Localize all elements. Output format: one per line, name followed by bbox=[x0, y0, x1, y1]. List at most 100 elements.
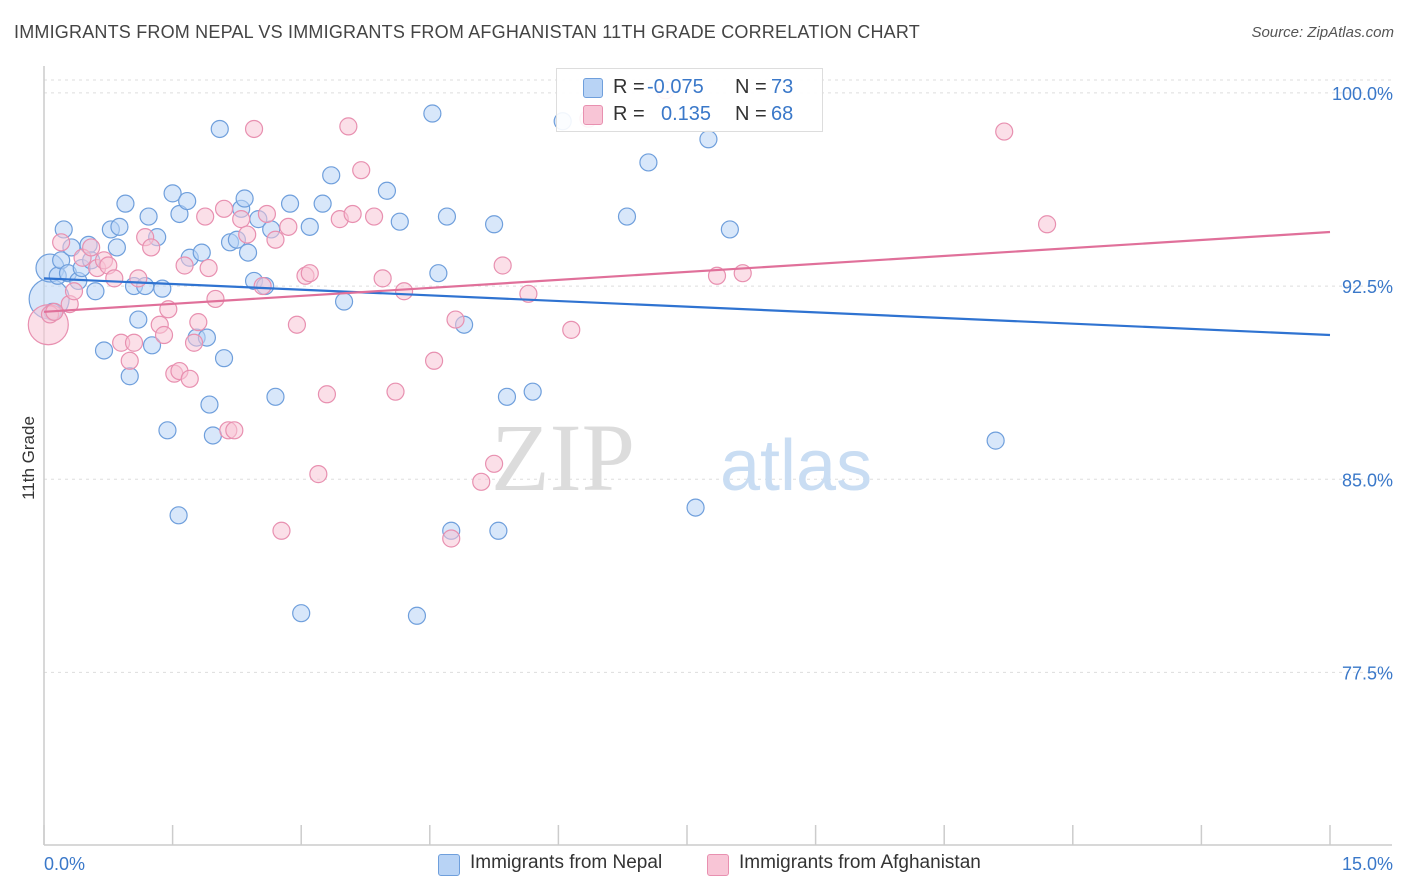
axes bbox=[43, 66, 1392, 846]
point-afghanistan bbox=[238, 225, 257, 244]
point-nepal bbox=[86, 282, 105, 301]
legend-label-afghanistan: Immigrants from Afghanistan bbox=[739, 852, 981, 873]
point-afghanistan bbox=[124, 333, 144, 352]
point-afghanistan bbox=[142, 238, 161, 257]
trend-line-afghanistan bbox=[43, 230, 1331, 313]
point-nepal bbox=[497, 387, 517, 406]
point-nepal bbox=[110, 217, 129, 236]
y-tick-label: 100.0% bbox=[1332, 84, 1393, 104]
x-tick-label: 0.0% bbox=[44, 854, 85, 874]
point-nepal bbox=[377, 181, 397, 200]
tick-labels: 77.5% 85.0% 92.5% 100.0% 0.0% 15.0% bbox=[44, 84, 1393, 874]
x-tick-label: 15.0% bbox=[1342, 854, 1393, 874]
point-afghanistan bbox=[424, 351, 444, 370]
afghanistan-swatch bbox=[707, 854, 729, 876]
trend-lines bbox=[43, 230, 1331, 337]
point-nepal bbox=[292, 604, 311, 623]
r-label: R = bbox=[613, 103, 645, 125]
afghanistan-swatch bbox=[583, 105, 603, 125]
source-note: Source: ZipAtlas.com bbox=[1251, 24, 1394, 41]
point-afghanistan bbox=[317, 385, 337, 404]
y-tick-label: 85.0% bbox=[1342, 470, 1393, 490]
point-nepal bbox=[266, 387, 285, 406]
point-nepal bbox=[699, 130, 718, 149]
point-nepal bbox=[429, 264, 448, 283]
point-afghanistan bbox=[154, 325, 174, 345]
y-tick-label: 92.5% bbox=[1342, 277, 1393, 297]
point-nepal bbox=[720, 220, 739, 239]
point-nepal bbox=[639, 153, 658, 172]
point-afghanistan bbox=[472, 472, 491, 491]
point-afghanistan bbox=[995, 122, 1014, 141]
watermark-zip: ZIP bbox=[491, 404, 635, 511]
point-afghanistan bbox=[343, 204, 362, 224]
point-afghanistan bbox=[519, 284, 538, 303]
point-afghanistan bbox=[272, 521, 291, 540]
point-afghanistan bbox=[175, 256, 194, 275]
point-afghanistan bbox=[373, 269, 392, 288]
point-nepal bbox=[178, 191, 197, 211]
point-nepal bbox=[280, 194, 300, 213]
series-nepal-points bbox=[28, 104, 1005, 625]
point-nepal bbox=[235, 189, 254, 208]
point-nepal bbox=[203, 426, 222, 445]
point-nepal bbox=[139, 207, 158, 226]
point-afghanistan bbox=[253, 276, 272, 296]
point-afghanistan bbox=[232, 210, 251, 229]
r-value: -0.075 bbox=[647, 76, 704, 98]
watermark-atlas: atlas bbox=[720, 426, 872, 506]
point-afghanistan bbox=[266, 230, 285, 249]
point-afghanistan bbox=[1037, 215, 1057, 234]
point-nepal bbox=[489, 521, 508, 540]
point-nepal bbox=[423, 104, 442, 123]
point-afghanistan bbox=[244, 119, 264, 139]
correlation-legend: R = -0.075 N = 73 R = 0.135 N = 68 bbox=[556, 68, 823, 132]
point-afghanistan bbox=[364, 207, 384, 226]
point-nepal bbox=[163, 184, 182, 203]
watermark: ZIP atlas bbox=[491, 404, 872, 511]
point-afghanistan bbox=[82, 238, 101, 257]
point-afghanistan bbox=[442, 529, 461, 548]
point-nepal bbox=[120, 367, 139, 386]
point-nepal bbox=[485, 215, 504, 234]
point-afghanistan bbox=[105, 269, 124, 288]
point-nepal bbox=[523, 382, 542, 401]
point-nepal bbox=[334, 292, 354, 311]
n-label: N = bbox=[735, 76, 767, 98]
gridlines bbox=[44, 79, 1392, 673]
point-afghanistan bbox=[446, 310, 465, 329]
point-afghanistan bbox=[184, 333, 204, 352]
point-afghanistan bbox=[352, 161, 371, 180]
point-afghanistan bbox=[225, 421, 244, 440]
n-value: 73 bbox=[771, 76, 794, 98]
point-afghanistan bbox=[339, 117, 358, 136]
point-afghanistan bbox=[562, 320, 581, 339]
point-afghanistan bbox=[214, 199, 234, 218]
point-afghanistan bbox=[394, 282, 414, 301]
chart-title: IMMIGRANTS FROM NEPAL VS IMMIGRANTS FROM… bbox=[14, 22, 920, 42]
n-label: N = bbox=[735, 103, 767, 125]
point-nepal bbox=[617, 207, 637, 226]
point-afghanistan bbox=[189, 313, 208, 332]
point-afghanistan bbox=[199, 258, 218, 278]
point-afghanistan bbox=[309, 465, 328, 484]
point-nepal bbox=[129, 310, 148, 329]
point-afghanistan bbox=[279, 217, 298, 236]
point-nepal bbox=[116, 194, 135, 213]
point-nepal bbox=[210, 119, 229, 139]
series-legend: Immigrants from Nepal Immigrants from Af… bbox=[0, 852, 1406, 878]
point-afghanistan bbox=[493, 256, 512, 275]
point-afghanistan bbox=[707, 266, 727, 285]
y-tick-label: 77.5% bbox=[1342, 663, 1393, 683]
point-afghanistan bbox=[180, 369, 199, 388]
point-afghanistan bbox=[120, 351, 139, 370]
point-nepal bbox=[238, 243, 258, 262]
point-nepal bbox=[142, 336, 162, 355]
nepal-swatch bbox=[583, 78, 603, 98]
point-nepal bbox=[107, 238, 126, 257]
r-label: R = bbox=[613, 76, 645, 98]
point-afghanistan bbox=[52, 233, 71, 252]
point-afghanistan bbox=[257, 204, 277, 224]
point-afghanistan bbox=[129, 269, 148, 288]
